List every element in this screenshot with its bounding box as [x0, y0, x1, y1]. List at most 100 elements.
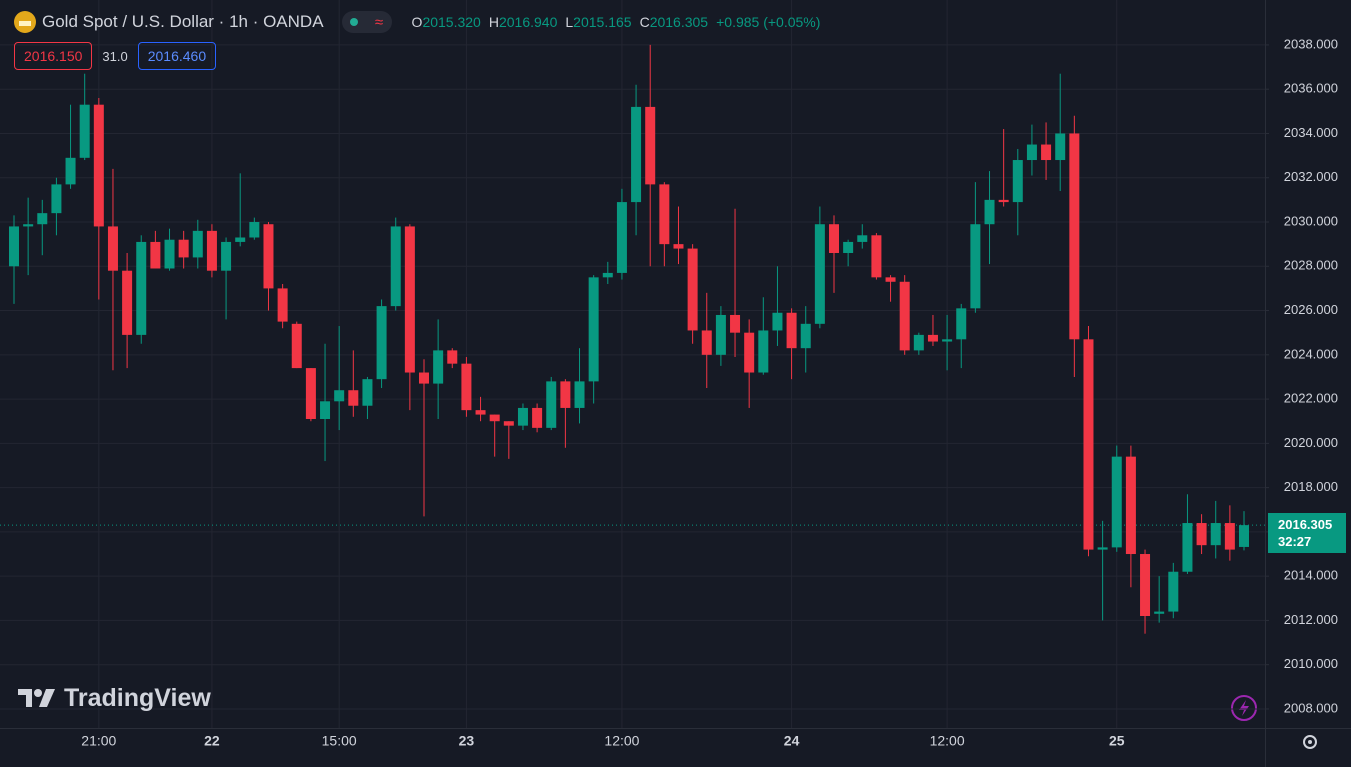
watermark[interactable]: TradingView [18, 684, 211, 713]
candle-body [616, 202, 627, 273]
candle-body [800, 323, 811, 349]
candle-body [1097, 547, 1108, 550]
candle-body [489, 414, 500, 422]
x-tick-label: 21:00 [81, 733, 116, 749]
candle-body [419, 372, 429, 384]
candle-body [829, 224, 839, 253]
candle-body [602, 272, 613, 278]
y-tick-label: 2018.000 [1284, 479, 1338, 494]
change: +0.985 (+0.05%) [716, 14, 821, 30]
symbol-logo [14, 11, 36, 33]
candle-body [885, 277, 896, 282]
candle-body [1239, 525, 1249, 547]
x-tick-label: 12:00 [930, 733, 965, 749]
candle-body [93, 104, 104, 227]
ohlc-value: 2015.165 [573, 14, 632, 30]
spread: 31.0 [102, 48, 128, 64]
candle-body [1055, 133, 1066, 161]
candle-body [206, 230, 217, 271]
candle-body [786, 312, 797, 349]
candle-body [362, 379, 373, 406]
candle-body [899, 281, 910, 351]
y-tick-label: 2038.000 [1284, 36, 1338, 51]
candle-body [221, 241, 232, 271]
candle-body [390, 226, 401, 307]
x-tick-label: 15:00 [322, 733, 357, 749]
candle-body [843, 241, 854, 253]
candle-body [433, 350, 444, 384]
candle-body [857, 235, 868, 242]
candle-body [348, 390, 359, 406]
alert-icon[interactable] [1231, 695, 1257, 721]
y-tick-label: 2012.000 [1284, 612, 1338, 627]
y-tick-label: 2034.000 [1284, 125, 1338, 140]
candle-body [1140, 554, 1151, 616]
axes: 2008.0002010.0002012.0002014.0002016.000… [81, 36, 1338, 748]
y-tick-label: 2010.000 [1284, 656, 1338, 671]
candle-body [871, 235, 882, 278]
candle-body [1168, 571, 1179, 612]
y-tick-label: 2014.000 [1284, 568, 1338, 583]
candle-body [447, 350, 458, 364]
logo-part [34, 688, 42, 697]
candle-body [334, 390, 345, 402]
ohlc-item: H2016.940 [489, 14, 558, 30]
market-open-dot [349, 18, 358, 26]
x-tick-label: 12:00 [604, 733, 639, 749]
ohlc-value: 2016.305 [649, 14, 709, 30]
candle-body [1026, 144, 1037, 161]
ohlc-key: H [488, 14, 499, 30]
x-tick-label: 23 [459, 733, 475, 749]
candle-body [9, 226, 19, 267]
gear[interactable] [1303, 735, 1317, 749]
ohlc-item: L2015.165 [565, 14, 631, 30]
candle-body [546, 381, 557, 428]
y-tick-label: 2026.000 [1284, 302, 1338, 317]
candle-body [164, 239, 175, 269]
candle-body [1182, 523, 1193, 572]
y-tick-label: 2008.000 [1284, 700, 1338, 715]
settings-icon[interactable] [1303, 735, 1317, 749]
candle-body [574, 381, 585, 408]
alert-circle[interactable] [1231, 695, 1257, 721]
candle-body [1154, 611, 1165, 614]
gear-hub[interactable] [1308, 740, 1312, 744]
quote-badges: 2016.150 31.0 2016.460 [14, 42, 217, 70]
candle-body [65, 157, 76, 185]
candle-body [503, 421, 514, 426]
candle-body [37, 213, 48, 225]
candle-body [744, 332, 755, 373]
candle-body [588, 277, 599, 382]
candle-body [461, 363, 472, 411]
candle-body [107, 226, 118, 271]
candle-body [998, 199, 1009, 203]
candle-body [150, 241, 161, 269]
ohlc-item: O2015.320 [412, 14, 481, 30]
candle-body [532, 407, 543, 428]
symbol-title[interactable]: Gold Spot / U.S. Dollar · 1h · OANDA [42, 12, 324, 31]
x-tick-label: 22 [204, 733, 220, 749]
logo-part [18, 688, 32, 707]
buy-price[interactable]: 2016.460 [137, 42, 217, 70]
sell-price[interactable]: 2016.150 [14, 42, 93, 70]
alert-bolt[interactable] [1239, 700, 1249, 716]
ohlc-key: L [565, 14, 574, 30]
grid [0, 0, 1265, 728]
candle-body [1012, 160, 1023, 203]
candle-body [1125, 456, 1136, 555]
candle-body [517, 407, 528, 426]
candle-body [1210, 523, 1221, 546]
candle-body [772, 312, 783, 331]
candle-body [192, 230, 203, 258]
y-tick-label: 2028.000 [1284, 258, 1338, 273]
candle-body [814, 224, 825, 324]
watermark-text: TradingView [64, 684, 211, 712]
candle-body [730, 314, 741, 333]
logo-part [39, 688, 55, 707]
status-pill[interactable]: ≈ [341, 11, 392, 33]
candle-body [136, 241, 147, 335]
candle-body [631, 106, 642, 203]
candle-body [560, 381, 571, 408]
